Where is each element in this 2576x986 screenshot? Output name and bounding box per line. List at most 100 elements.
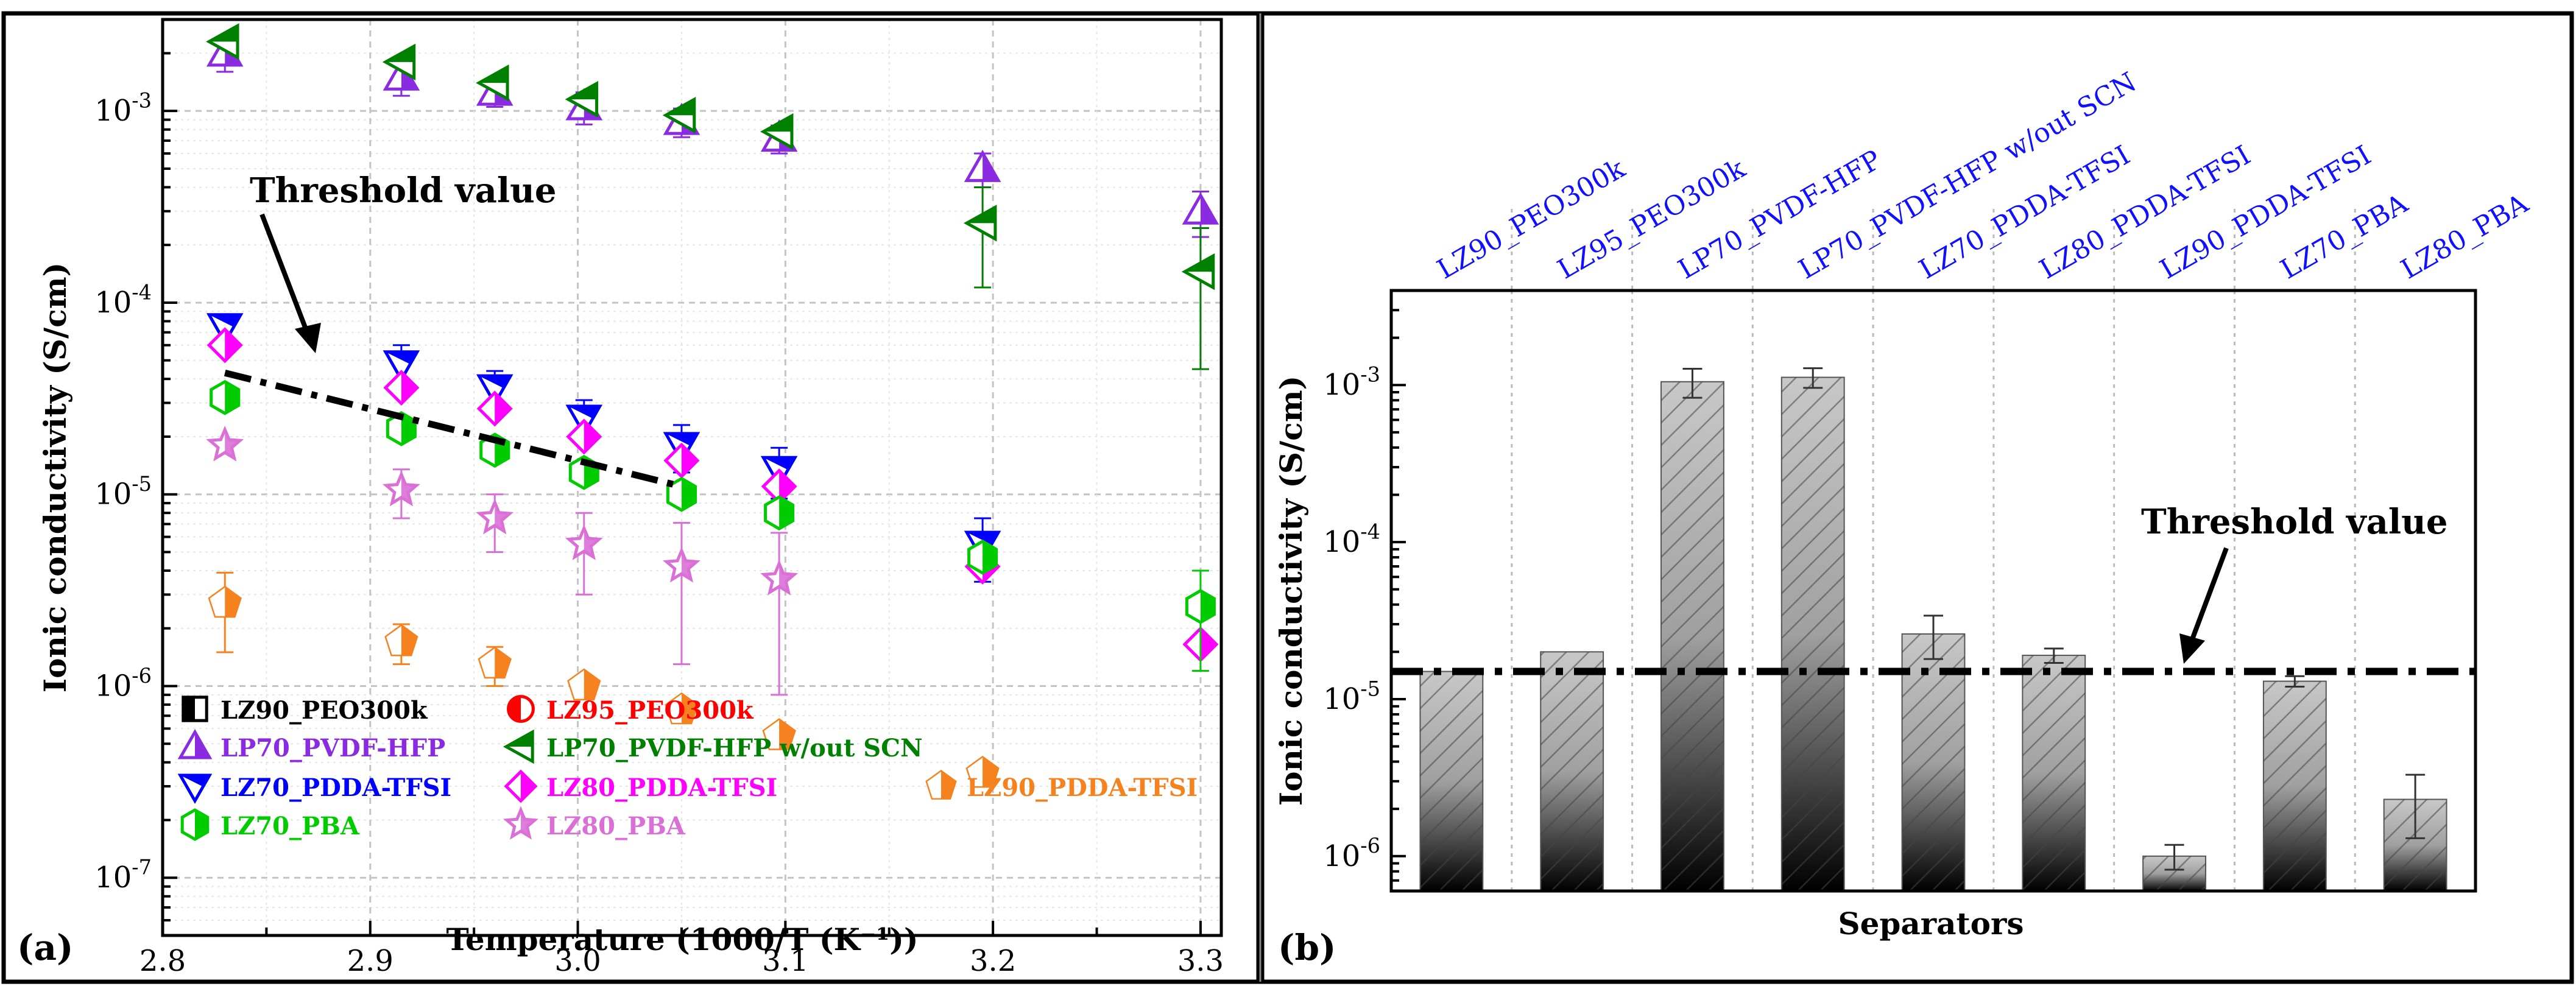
data-point [386,411,417,446]
x-axis-label-b: Separators [1838,906,2024,942]
bar-hatch [1420,671,1483,891]
plot-frame-a [161,18,1223,937]
bar-hatch [1661,381,1724,891]
x-tick-label: 3.0 [554,944,601,978]
y-axis-label-a: Ionic conductivity (S/cm) [37,262,73,693]
category-label: LZ80_PBA [2396,188,2534,286]
x-tick-label: 3.3 [1177,944,1224,978]
x-tick-label: 3.1 [762,944,808,978]
data-point [762,718,796,750]
data-point [760,559,799,596]
data-point [206,23,239,60]
y-tick-label: 10-4 [94,280,152,320]
category-label: LZ80_PDDA-TFSI [2034,139,2256,285]
legend-marker [180,808,210,841]
legend-marker [504,769,538,803]
legend-label: LZ95_PEO300k [546,696,754,725]
x-tick-label: 2.9 [347,944,393,978]
bar-hatch [1540,652,1604,891]
data-point [965,755,1000,788]
legend-label: LP70_PVDF-HFP w/out SCN [546,734,923,762]
legend-marker [177,773,213,805]
panel-b-frame [1260,11,2574,984]
panel-b: 10-610-510-410-3LZ90_PEO300kLZ95_PEO300k… [1273,66,2534,968]
data-point [663,442,700,479]
data-point [760,113,794,150]
category-label: LZ70_PDDA-TFSI [1914,139,2136,285]
legend-marker [503,806,539,840]
legend-a: LZ90_PEO300k LZ95_PEO300k LP70_PVDF-HFP LP7… [177,695,1198,841]
y-tick-label: 10-4 [1323,519,1380,559]
ticks-a: 2.8 2.9 3.0 3.1 3.2 3.3 10-7 10-6 10-5 10-4 10-3 [94,18,1224,978]
legend-label: LZ90_PDDA-TFSI [967,773,1198,802]
legend-label: LZ80_PDDA-TFSI [546,773,777,802]
data-point [210,379,241,415]
legend-label: LZ90_PEO300k [221,696,428,725]
x-tick-label: 3.2 [970,944,1016,978]
data-point [565,80,599,118]
data-point [206,327,243,364]
grid-b [1511,205,2356,891]
bar-hatch [1781,377,1844,891]
legend-marker [507,695,535,723]
data-point [666,476,697,512]
bar-hatch [2263,681,2326,891]
bar-hatch [2022,655,2086,891]
data-point [967,540,998,575]
plot-frame-b [1389,289,2477,893]
category-label: LZ90_PDDA-TFSI [2155,139,2377,285]
y-tick-label: 10-7 [94,856,152,895]
data-point [963,205,997,242]
y-axis-label-b: Ionic conductivity (S/cm) [1273,376,1309,806]
legend-marker [925,769,957,800]
threshold-line-a [224,369,683,490]
data-point [964,149,1001,182]
data-point [665,692,699,725]
legend-marker [503,729,534,764]
y-tick-label: 10-6 [1323,834,1380,873]
threshold-label-a: Threshold value [250,171,556,211]
legend-label: LZ70_PDDA-TFSI [221,773,451,802]
legend-marker [177,728,213,759]
legend-label: LZ70_PBA [221,812,360,840]
marks-a [206,23,1219,788]
y-tick-label: 10-3 [94,89,152,129]
data-point [476,374,513,407]
data-point [382,43,416,81]
plot-area-a [163,19,1221,935]
data-point [764,495,795,531]
data-point [1182,192,1219,225]
legend-marker [182,695,208,722]
data-point [383,370,420,406]
y-tick-label: 10-6 [94,664,152,703]
panel-label-b: (b) [1278,927,1336,968]
threshold-arrow-a [259,213,321,353]
data-point [566,418,602,455]
marks-b [1391,367,2475,892]
data-point [208,585,242,618]
data-point [479,432,510,468]
data-point [383,350,420,383]
y-tick-label: 10-5 [94,472,152,512]
y-tick-label: 10-3 [1323,363,1380,403]
data-point [1181,253,1215,291]
panel-a-frame [1,11,1261,984]
threshold-arrow-b [2179,547,2229,664]
legend-label: LP70_PVDF-HFP [221,734,445,762]
data-point [384,624,418,657]
data-point [565,524,603,560]
data-point [1185,589,1216,624]
data-point [383,470,420,507]
threshold-label-b: Threshold value [2141,502,2447,542]
bar-hatch [1902,633,1965,891]
data-point [476,64,509,102]
data-point [476,390,513,427]
panel-label-a: (a) [17,927,73,968]
data-point [662,96,696,134]
category-label: LP70_PVDF-HFP [1673,144,1886,286]
data-point [476,498,514,535]
panel-a: 2.8 2.9 3.0 3.1 3.2 3.3 10-7 10-6 10-5 10-4 10-3 L… [17,18,1224,978]
x-axis-label-a: Temperature (1000/T (K⁻¹)) [446,921,918,957]
data-point [478,646,512,679]
data-point [567,668,601,700]
